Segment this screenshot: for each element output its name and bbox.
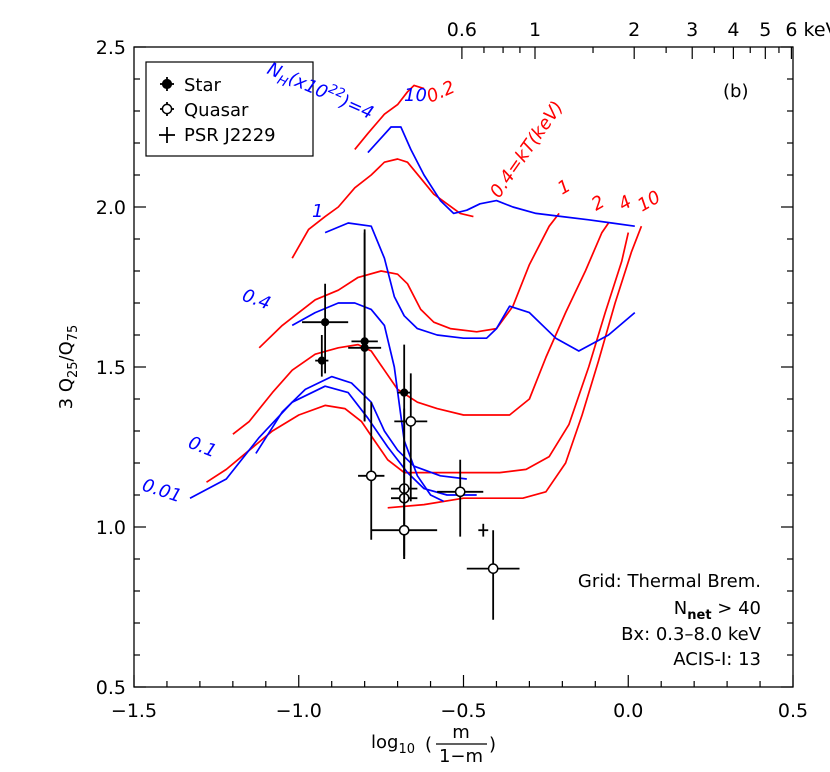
y-tick-label: 1.5 [96, 357, 126, 379]
svg-text:1−m: 1−m [439, 746, 483, 767]
star-marker [400, 388, 409, 397]
top-tick-label: 2 [628, 19, 640, 41]
top-tick-label: 1 [529, 19, 541, 41]
kt-label-1: 1 [554, 175, 574, 199]
kt-label-10: 10 [634, 187, 664, 217]
x-tick-label: −0.5 [440, 700, 486, 722]
nh-label-0.4: 0.4 [239, 285, 273, 315]
svg-text:log10: log10 [371, 732, 415, 757]
y-axis-title: 3 Q25/Q75 [56, 325, 81, 410]
nh-line-1 [255, 375, 467, 480]
model-grid [189, 84, 643, 509]
point-quasar-0 [394, 373, 428, 502]
kt-line-4 [206, 232, 630, 483]
data-points [302, 229, 520, 620]
nh-line-0 [189, 385, 477, 499]
y-tick-label: 1.0 [96, 517, 126, 539]
star-marker [321, 318, 330, 327]
kt-line-1 [291, 158, 474, 259]
point-star-1 [302, 283, 349, 374]
nh-label-10: 10 [404, 85, 427, 106]
kt-label-4: 4 [615, 191, 635, 215]
annotation-grid: Grid: Thermal Brem. [578, 571, 761, 592]
quasar-marker [487, 563, 499, 574]
nh-label-0.1: 0.1 [185, 432, 219, 462]
point-psr-j2229-0 [478, 523, 489, 537]
top-tick-label: 5 [759, 19, 771, 41]
x-tick-label: −1.5 [111, 700, 157, 722]
kt-line-0 [354, 84, 425, 150]
top-tick-label: 4 [727, 19, 739, 41]
legend-marker-quasar [160, 102, 174, 116]
panel-label: (b) [723, 81, 748, 102]
x-axis-title: log10 m 1−m ( ) [371, 722, 496, 767]
nh-line-4 [367, 126, 635, 228]
kt-label-0.2: 0.2 [423, 77, 458, 108]
svg-text:(: ( [425, 734, 432, 755]
x-tick-label: −1.0 [276, 700, 322, 722]
nh-label-0.01: 0.01 [139, 475, 184, 507]
kt-label-2: 2 [588, 191, 608, 215]
quasar-marker [454, 486, 466, 498]
star-marker [360, 343, 369, 352]
svg-text:m: m [452, 722, 470, 743]
legend-marker-star [160, 77, 174, 91]
axes: −1.5 −1.0 −0.5 0.0 0.50.51.01.52.02.50.6 1 2 3 4… [96, 19, 830, 722]
nh-line-2 [291, 302, 445, 503]
legend: Star Quasar PSR J2229 [145, 61, 314, 157]
nh-line-3 [324, 222, 636, 352]
kt-line-2 [258, 212, 560, 349]
legend-label-psr: PSR J2229 [184, 125, 276, 146]
annotation-acis: ACIS-I: 13 [673, 649, 761, 670]
legend-marker-psr [159, 127, 175, 143]
kt-line-3 [232, 222, 610, 435]
quasar-marker [398, 524, 410, 536]
y-tick-label: 2.5 [96, 37, 126, 59]
y-tick-label: 2.0 [96, 197, 126, 219]
point-quasar-6 [466, 530, 520, 620]
top-tick-label: 6 keV [785, 19, 830, 41]
nh-label-1: 1 [312, 201, 323, 222]
point-quasar-1 [358, 402, 385, 540]
legend-label-star: Star [184, 75, 222, 96]
top-tick-label: 3 [686, 19, 698, 41]
kt-label-0.4: 0.4=kT(keV) [486, 97, 568, 202]
quasar-marker [365, 470, 377, 482]
svg-text:): ) [489, 734, 496, 755]
x-tick-label: 0.0 [613, 700, 643, 722]
top-tick-label: 0.6 [447, 19, 477, 41]
legend-label-quasar: Quasar [184, 100, 249, 121]
x-tick-label: 0.5 [778, 700, 808, 722]
point-quasar-4 [437, 459, 484, 537]
point-quasar-5 [371, 488, 438, 556]
quasar-marker [405, 416, 417, 427]
point-star-3 [348, 232, 382, 422]
point-star-0 [315, 335, 329, 377]
annotation-band: Bx: 0.3–8.0 keV [621, 624, 762, 645]
kt-line-5 [387, 225, 643, 509]
y-tick-label: 0.5 [96, 677, 126, 699]
annotation-nnet: Nnet > 40 [674, 598, 761, 623]
